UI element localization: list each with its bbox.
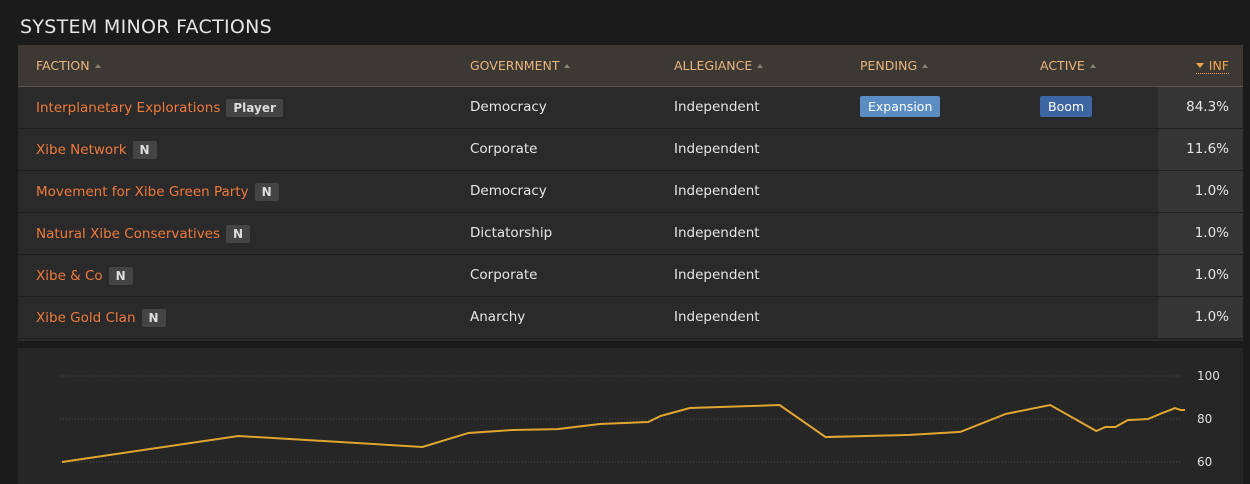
faction-name[interactable]: Natural Xibe Conservatives (36, 226, 221, 242)
faction-tag: N (226, 225, 251, 243)
column-header[interactable]: FACTION (36, 58, 101, 73)
y-tick-label: 80 (1197, 412, 1212, 426)
allegiance: Independent (674, 225, 760, 241)
faction-cell: Interplanetary Explorations Player (36, 99, 283, 117)
y-tick-label: 60 (1197, 455, 1212, 469)
faction-name[interactable]: Xibe & Co (36, 268, 103, 284)
allegiance: Independent (674, 183, 760, 199)
faction-tag: N (132, 141, 157, 159)
faction-name[interactable]: Xibe Gold Clan (36, 310, 136, 326)
allegiance: Independent (674, 141, 760, 157)
faction-cell: Xibe & Co N (36, 267, 133, 285)
influence: 1.0% (1194, 267, 1229, 283)
government: Democracy (470, 99, 547, 115)
table-header: FACTION GOVERNMENT ALLEGIANCE PENDING ACTIVE… (18, 45, 1243, 87)
faction-cell: Natural Xibe Conservatives N (36, 225, 251, 243)
column-header[interactable]: INF (1195, 58, 1229, 74)
influence: 1.0% (1194, 225, 1229, 241)
allegiance: Independent (674, 99, 760, 115)
inf-cell-bg (1158, 171, 1243, 212)
column-header[interactable]: PENDING (860, 58, 928, 73)
inf-cell-bg (1158, 213, 1243, 254)
influence-chart: 60 80 100 (18, 348, 1243, 484)
pending-state: Expansion (860, 96, 941, 117)
government: Corporate (470, 141, 538, 157)
section-title: SYSTEM MINOR FACTIONS (20, 16, 273, 38)
influence: 1.0% (1194, 309, 1229, 325)
faction-tag: N (141, 309, 166, 327)
influence: 11.6% (1186, 141, 1229, 157)
inf-cell-bg (1158, 87, 1243, 128)
table-row: Xibe Gold Clan N Anarchy Independent 1.0% (18, 297, 1243, 339)
faction-name[interactable]: Movement for Xibe Green Party (36, 184, 249, 200)
table-row: Natural Xibe Conservatives N Dictatorship I… (18, 213, 1243, 255)
active-state: Boom (1040, 96, 1093, 117)
influence: 1.0% (1194, 183, 1229, 199)
allegiance: Independent (674, 309, 760, 325)
faction-tag: N (108, 267, 133, 285)
table-row: Interplanetary Explorations Player Democra… (18, 87, 1243, 129)
y-tick-label: 100 (1197, 369, 1220, 383)
allegiance: Independent (674, 267, 760, 283)
influence-line (61, 403, 1185, 463)
faction-cell: Movement for Xibe Green Party N (36, 183, 279, 201)
faction-name[interactable]: Interplanetary Explorations (36, 100, 221, 116)
faction-cell: Xibe Network N (36, 141, 157, 159)
inf-cell-bg (1158, 297, 1243, 338)
faction-tag: Player (226, 99, 283, 117)
column-header[interactable]: ALLEGIANCE (674, 58, 763, 73)
column-header[interactable]: GOVERNMENT (470, 58, 570, 73)
faction-name[interactable]: Xibe Network (36, 142, 127, 158)
government: Dictatorship (470, 225, 553, 241)
influence: 84.3% (1186, 99, 1229, 115)
table-row: Xibe & Co N Corporate Independent 1.0% (18, 255, 1243, 297)
column-header[interactable]: ACTIVE (1040, 58, 1096, 73)
table-row: Xibe Network N Corporate Independent 11.6% (18, 129, 1243, 171)
inf-cell-bg (1158, 255, 1243, 296)
inf-cell-bg (1158, 129, 1243, 170)
government: Anarchy (470, 309, 526, 325)
government: Democracy (470, 183, 547, 199)
chart-bg (18, 348, 1243, 484)
faction-cell: Xibe Gold Clan N (36, 309, 166, 327)
faction-table: FACTION GOVERNMENT ALLEGIANCE PENDING ACTIVE… (18, 45, 1243, 341)
faction-tag: N (254, 183, 279, 201)
government: Corporate (470, 267, 538, 283)
table-row: Movement for Xibe Green Party N Democracy I… (18, 171, 1243, 213)
